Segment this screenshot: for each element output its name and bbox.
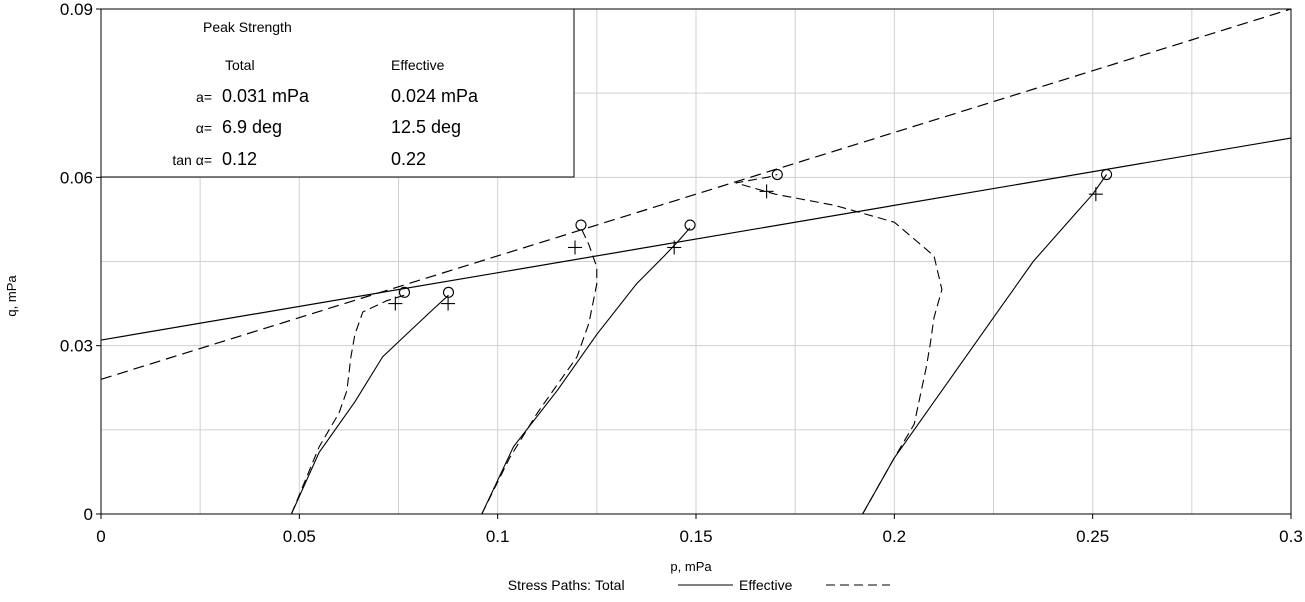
row-alpha-total: 6.9 deg [222,117,282,137]
peak-circle-marker [684,219,696,231]
plot-content [101,9,1291,514]
caption-prefix: Stress Paths: [508,577,591,593]
x-axis-label: p, mPa [670,559,712,574]
total-stress-path [481,227,691,514]
peak-plus-marker [388,296,403,311]
x-tick-label: 0.05 [283,527,316,546]
y-tick-label: 0.03 [60,337,93,356]
x-tick-label: 0.15 [679,527,712,546]
peak-plus-marker [1088,187,1103,202]
effective-envelope-line [101,9,1291,380]
x-tick-label: 0.25 [1076,527,1109,546]
x-tick-label: 0 [96,527,105,546]
total-stress-path [290,294,449,514]
y-tick-label: 0.06 [60,168,93,187]
effective-stress-path [481,227,598,514]
row-tan-total: 0.12 [222,149,257,169]
caption-total-label: Total [595,577,625,593]
row-tan-effective: 0.22 [391,149,426,169]
row-a-label: a= [196,89,212,105]
peak-strength-table: Peak Strength Total Effective a= 0.031 m… [100,8,575,178]
peak-plus-marker [441,296,456,311]
peak-plus-marker [759,184,774,199]
y-axis-ticks: 0 0.03 0.06 0.09 [60,0,101,524]
row-a-effective: 0.024 mPa [391,86,479,106]
table-title: Peak Strength [203,19,292,35]
total-envelope-line [101,137,1291,341]
x-axis-ticks: 0 0.05 0.1 0.15 0.2 0.25 0.3 [96,514,1303,546]
table-col-total: Total [225,57,255,73]
y-axis-label: q, mPa [4,275,19,317]
peak-circle-marker [1101,168,1113,181]
x-tick-label: 0.2 [883,527,907,546]
x-tick-label: 0.3 [1279,527,1303,546]
total-stress-path [862,174,1108,514]
row-alpha-effective: 12.5 deg [391,117,461,137]
peak-markers [388,168,1113,311]
effective-stress-path [290,294,405,514]
y-tick-label: 0 [84,505,93,524]
table-box [100,8,575,178]
y-tick-label: 0.09 [60,0,93,19]
caption-effective-label: Effective [739,577,793,593]
x-tick-label: 0.1 [486,527,510,546]
peak-circle-marker [575,219,587,231]
row-a-total: 0.031 mPa [222,86,310,106]
legend-caption: Stress Paths: Total Effective [508,577,890,593]
peak-plus-marker [568,240,583,255]
row-tan-label: tan α= [172,152,212,168]
peak-circle-marker [398,286,411,298]
table-col-effective: Effective [391,57,445,73]
effective-stress-path [735,173,943,514]
peak-plus-marker [667,240,682,255]
grid-lines [101,9,1291,514]
row-alpha-label: α= [196,120,212,136]
peak-circle-marker [771,168,783,181]
